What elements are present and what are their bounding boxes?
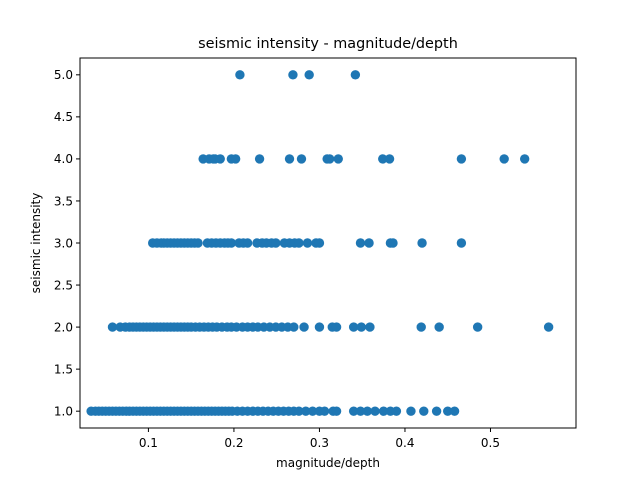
data-point [449, 406, 460, 416]
x-tick-label: 0.2 [224, 436, 243, 450]
data-point [364, 238, 374, 248]
data-point [319, 406, 330, 416]
data-point [294, 406, 304, 416]
data-point [456, 154, 467, 164]
data-point [294, 238, 304, 248]
data-point [391, 406, 402, 416]
data-point [543, 322, 554, 332]
data-point [472, 322, 483, 332]
data-point [331, 322, 342, 332]
data-point [299, 322, 309, 332]
data-point [416, 322, 426, 332]
y-tick-label: 1.5 [54, 362, 73, 376]
data-point [456, 238, 467, 248]
data-point [384, 154, 395, 164]
data-point [289, 322, 299, 332]
data-point [215, 154, 225, 164]
data-point [235, 70, 245, 80]
data-point [314, 322, 325, 332]
y-tick-label: 2.5 [54, 278, 73, 292]
data-point [519, 154, 530, 164]
data-point [355, 406, 366, 416]
data-point [431, 406, 442, 416]
data-point [301, 406, 311, 416]
data-point [348, 406, 359, 416]
data-point [254, 154, 265, 164]
data-point [333, 154, 343, 164]
y-tick-label: 2.0 [54, 320, 73, 334]
data-point [350, 70, 361, 80]
data-point [443, 406, 453, 416]
data-point [417, 238, 427, 248]
x-tick-label: 0.5 [481, 436, 500, 450]
x-tick-label: 0.1 [139, 436, 158, 450]
data-point [226, 238, 237, 248]
plot-area-frame [79, 57, 577, 429]
data-point [325, 154, 335, 164]
x-axis-label: magnitude/depth [276, 456, 380, 470]
data-point [378, 406, 389, 416]
data-point [288, 70, 298, 80]
y-tick-label: 4.5 [54, 110, 73, 124]
data-point [388, 238, 398, 248]
data-point [302, 238, 313, 248]
y-tick-label: 5.0 [54, 68, 73, 82]
data-point [365, 322, 375, 332]
data-point [355, 238, 366, 248]
data-point [434, 322, 444, 332]
data-points [86, 70, 554, 416]
x-axis-ticks: 0.1 0.2 0.3 0.4 0.5 [139, 428, 500, 450]
data-point [284, 154, 295, 164]
y-axis-ticks: 1.0 1.5 2.0 2.5 3.0 3.5 4.0 4.5 5.0 [54, 68, 80, 418]
y-axis-label: seismic intensity [29, 193, 43, 294]
data-point [348, 322, 359, 332]
y-tick-label: 3.5 [54, 194, 73, 208]
data-point [304, 70, 314, 80]
y-tick-label: 3.0 [54, 236, 73, 250]
data-point [419, 406, 429, 416]
data-point [331, 406, 342, 416]
data-point [314, 238, 325, 248]
x-tick-label: 0.3 [310, 436, 329, 450]
data-point [362, 406, 373, 416]
data-point [296, 154, 307, 164]
data-point [406, 406, 416, 416]
data-point [107, 322, 118, 332]
data-point [271, 238, 281, 248]
data-point [230, 154, 241, 164]
data-point [370, 406, 380, 416]
x-tick-label: 0.4 [395, 436, 414, 450]
data-point [356, 322, 367, 332]
data-point [193, 238, 203, 248]
data-point [307, 406, 318, 416]
data-point [242, 238, 253, 248]
y-tick-label: 1.0 [54, 404, 73, 418]
chart-title: seismic intensity - magnitude/depth [198, 36, 458, 52]
data-point [378, 154, 388, 164]
data-point [499, 154, 509, 164]
y-tick-label: 4.0 [54, 152, 73, 166]
